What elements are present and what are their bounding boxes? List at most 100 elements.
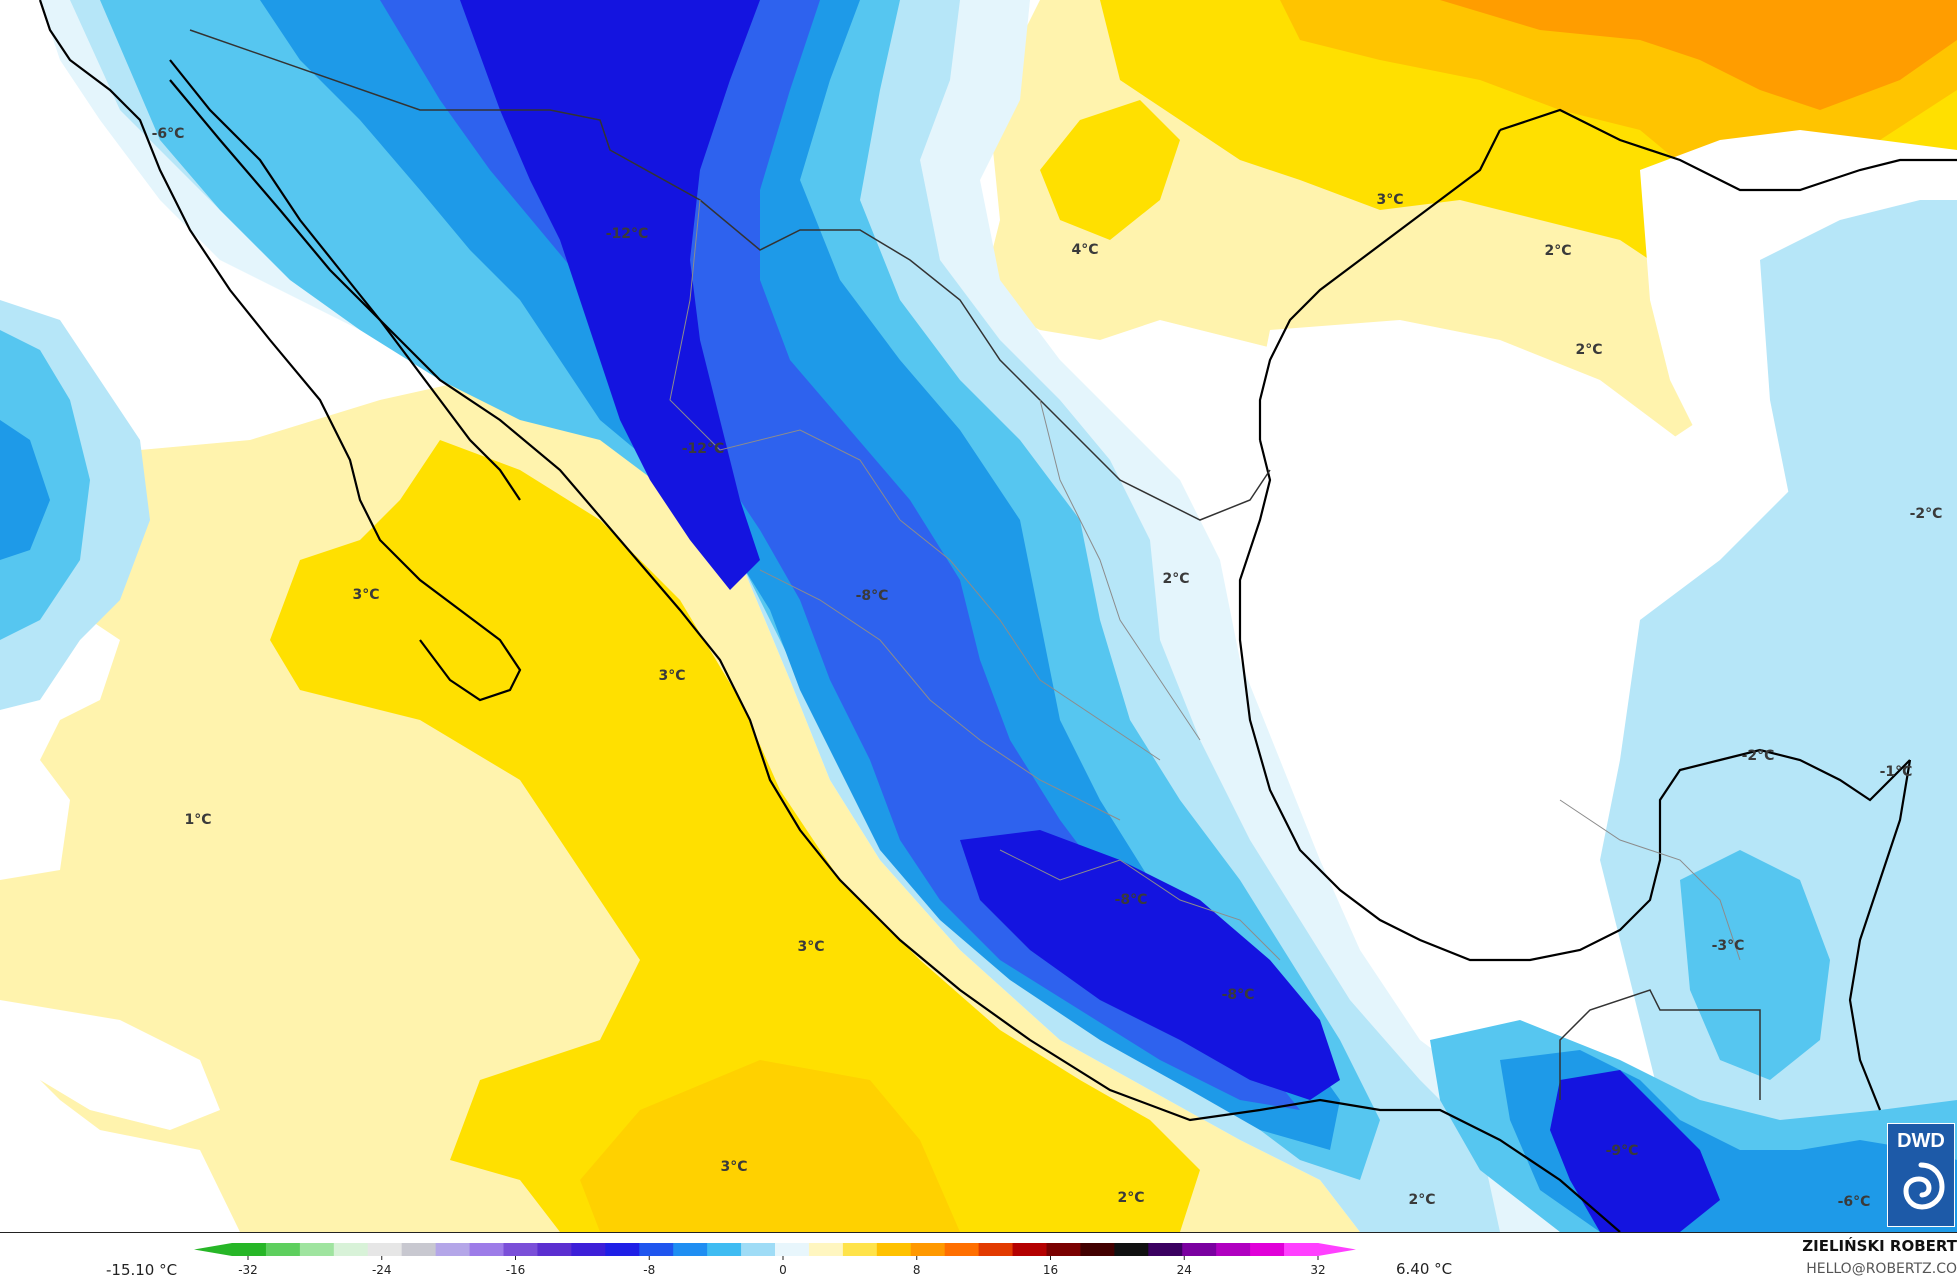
- colorbar-segment: [435, 1243, 471, 1256]
- colorbar-segment: [469, 1243, 504, 1256]
- colorbar-segment: [1284, 1243, 1319, 1256]
- state-border-4: [999, 849, 1281, 961]
- temp-label: -3°C: [1712, 938, 1745, 954]
- colorbar-right-arrow: [1318, 1243, 1356, 1256]
- temp-label: 3°C: [658, 668, 685, 684]
- colorbar-segment: [1046, 1243, 1081, 1256]
- temp-label: -8°C: [856, 588, 889, 604]
- colorbar-segment: [944, 1243, 980, 1256]
- mid-blue-west-area: [0, 420, 50, 560]
- temp-label: 1°C: [184, 812, 211, 828]
- orange-gulf-area: [1440, 0, 1957, 110]
- temp-label: -9°C: [1606, 1143, 1639, 1159]
- colorbar-segment: [1182, 1243, 1217, 1256]
- state-border-5: [1039, 399, 1201, 741]
- dwd-swirl-icon: [1903, 1162, 1945, 1210]
- temp-label: -8°C: [1222, 987, 1255, 1003]
- temperature-labels: -6°C -12°C -12°C -8°C -8°C -8°C -9°C -6°…: [152, 126, 1943, 1210]
- author-email: HELLO@ROBERTZ.CO: [1806, 1261, 1957, 1277]
- state-border-3: [759, 569, 1121, 821]
- gulf-coast-texas: [1258, 129, 1501, 440]
- colorbar-segment: [367, 1243, 403, 1256]
- temp-label: -8°C: [1115, 892, 1148, 908]
- gulf-coast-louisiana: [1499, 108, 1957, 192]
- temp-label: -12°C: [682, 441, 725, 457]
- dwd-logo: DWD: [1887, 1123, 1955, 1227]
- coastlines: [38, 0, 1957, 1232]
- colorbar-segment: [299, 1243, 335, 1256]
- temp-label: 3°C: [720, 1159, 747, 1175]
- colorbar-segment: [333, 1243, 369, 1256]
- colorbar-segment: [673, 1243, 708, 1256]
- gold-pacific-area: [580, 1060, 960, 1232]
- colorbar-tick-label: 8: [913, 1263, 921, 1277]
- colorbar-tick-label: -16: [506, 1263, 526, 1277]
- yellow-pacific-area: [270, 440, 1200, 1232]
- guatemala-border: [1559, 989, 1761, 1100]
- colorbar-segment: [707, 1243, 742, 1256]
- yellow-texas-patch: [1040, 100, 1180, 240]
- colorbar-segment: [775, 1243, 810, 1256]
- white-pacific-patch: [0, 1000, 220, 1130]
- deep-blue-north: [460, 0, 760, 590]
- state-borders: [669, 199, 1741, 961]
- colorbar-tick-label: 24: [1177, 1263, 1192, 1277]
- legend-min-label: -15.10 °C: [106, 1261, 178, 1279]
- colorbar-tick-label: -24: [372, 1263, 392, 1277]
- state-border-1: [669, 199, 901, 521]
- pale-blue-gulf-east: [1760, 200, 1957, 620]
- light-blue-yucatan: [1680, 850, 1830, 1080]
- temp-label: 3°C: [797, 939, 824, 955]
- colorbar-segment: [265, 1243, 301, 1256]
- gulf-white-area: [1220, 320, 1720, 920]
- colorbar-segment: [1012, 1243, 1047, 1256]
- deep-blue-south: [960, 830, 1340, 1100]
- state-border-2: [899, 519, 1161, 761]
- temp-label: 2°C: [1408, 1192, 1435, 1208]
- colorbar-tick-label: 0: [779, 1263, 787, 1277]
- temp-label: 2°C: [1575, 342, 1602, 358]
- colorbar-segment: [605, 1243, 640, 1256]
- temp-label: 2°C: [1544, 243, 1571, 259]
- colorbar-segment: [808, 1243, 844, 1256]
- author-name: ZIELIŃSKI ROBERT: [1802, 1237, 1957, 1255]
- colorbar-tick-label: -8: [643, 1263, 655, 1277]
- colorbar-tick-label: -32: [238, 1263, 258, 1277]
- colorbar-segment: [1148, 1243, 1183, 1256]
- temp-label: 3°C: [1376, 192, 1403, 208]
- colorbar-segment: [842, 1243, 878, 1256]
- colorbar-segment: [1114, 1243, 1149, 1256]
- colorbar-segment: [639, 1243, 674, 1256]
- colorbar-segment: [537, 1243, 572, 1256]
- colorbar-segment: [571, 1243, 606, 1256]
- colorbar-segment: [1080, 1243, 1115, 1256]
- temp-label: -2°C: [1910, 506, 1943, 522]
- colorbar-segment: [978, 1243, 1014, 1256]
- colorbar-tick-label: 16: [1043, 1263, 1058, 1277]
- temperature-anomaly-map: -6°C -12°C -12°C -8°C -8°C -8°C -9°C -6°…: [0, 0, 1957, 1232]
- colorbar-tick-label: 32: [1310, 1263, 1325, 1277]
- temp-label: 2°C: [1162, 571, 1189, 587]
- colorbar-segment: [1216, 1243, 1251, 1256]
- colorbar-segment: [741, 1243, 776, 1256]
- legend-footer: -15.10 °C -32 -24 -16 -8 0 8 16 24 32 6.40 °C ZI…: [0, 1232, 1957, 1288]
- political-borders: [189, 29, 1761, 1100]
- temp-label: 4°C: [1071, 242, 1098, 258]
- dwd-logo-text: DWD: [1897, 1130, 1945, 1152]
- colorbar-segment: [232, 1243, 267, 1256]
- gulf-coast-mexico: [1238, 439, 1911, 962]
- baja-california-west-coast: [38, 0, 522, 702]
- colorbar-segment: [503, 1243, 538, 1256]
- temp-label: -1°C: [1880, 764, 1913, 780]
- colorbar-segment: [876, 1243, 912, 1256]
- colorbar-segment: [401, 1243, 437, 1256]
- temp-label: -6°C: [1838, 1194, 1871, 1210]
- colorbar-left-arrow: [194, 1243, 232, 1256]
- temp-label: -12°C: [606, 226, 649, 242]
- colorbar-segment: [1250, 1243, 1285, 1256]
- temp-label: -2°C: [1742, 748, 1775, 764]
- colorbar: -32 -24 -16 -8 0 8 16 24 32: [194, 1243, 1356, 1277]
- colorbar-segment: [910, 1243, 946, 1256]
- state-border-6: [1559, 799, 1741, 961]
- mainland-pacific-coast: [169, 79, 1621, 1232]
